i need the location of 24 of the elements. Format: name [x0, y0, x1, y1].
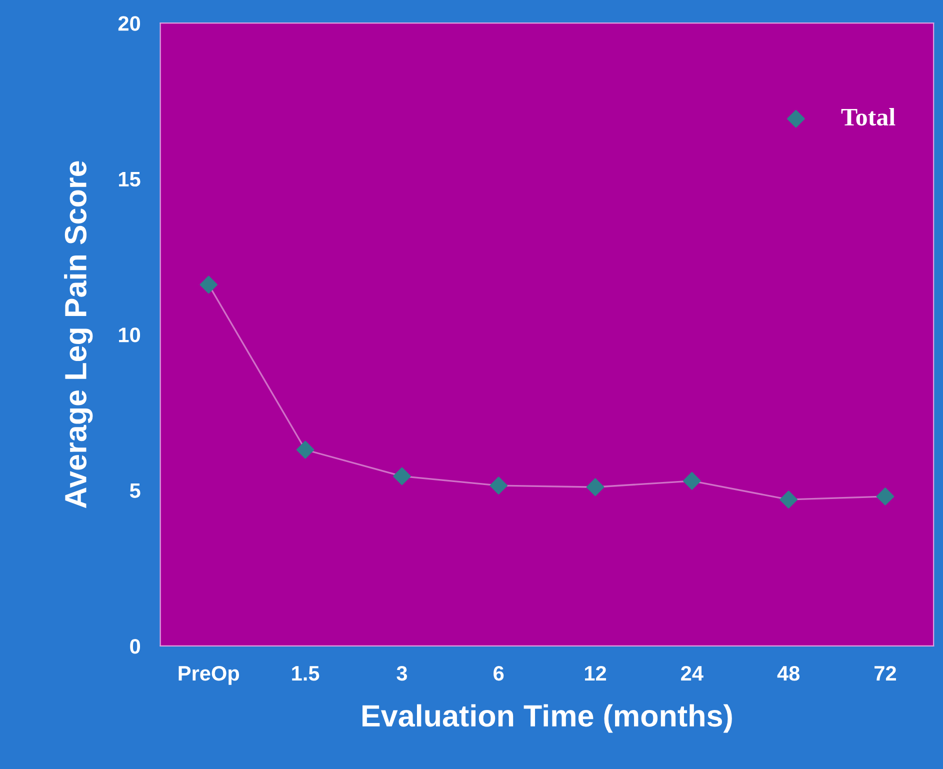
point: [876, 488, 894, 506]
x-tick-label: 1.5: [292, 666, 320, 681]
x-tick-label: 24: [681, 666, 704, 680]
x-axis-title: Evaluation Time (months): [362, 704, 732, 733]
y-axis-title: Average Leg Pain Score: [64, 161, 93, 508]
point: [296, 440, 314, 459]
x-tick-label: 3: [396, 666, 407, 681]
point: [200, 276, 218, 294]
point: [780, 490, 798, 508]
y-tick-label: 0: [130, 638, 140, 654]
point: [683, 472, 701, 490]
legend-label: Total: [841, 108, 896, 126]
y-tick-label: 10: [119, 328, 140, 342]
x-tick-label: 12: [584, 666, 606, 680]
x-tick-label: 72: [874, 666, 896, 680]
y-tick-label: 15: [119, 172, 140, 187]
point: [393, 467, 411, 486]
x-tick-label: PreOp: [178, 666, 240, 685]
x-tick-label: 6: [494, 666, 504, 681]
y-tick-label: 5: [130, 483, 140, 498]
x-tick-label: 48: [777, 666, 800, 681]
y-tick-label: 20: [118, 16, 140, 31]
point: [586, 478, 604, 496]
point: [490, 476, 508, 494]
